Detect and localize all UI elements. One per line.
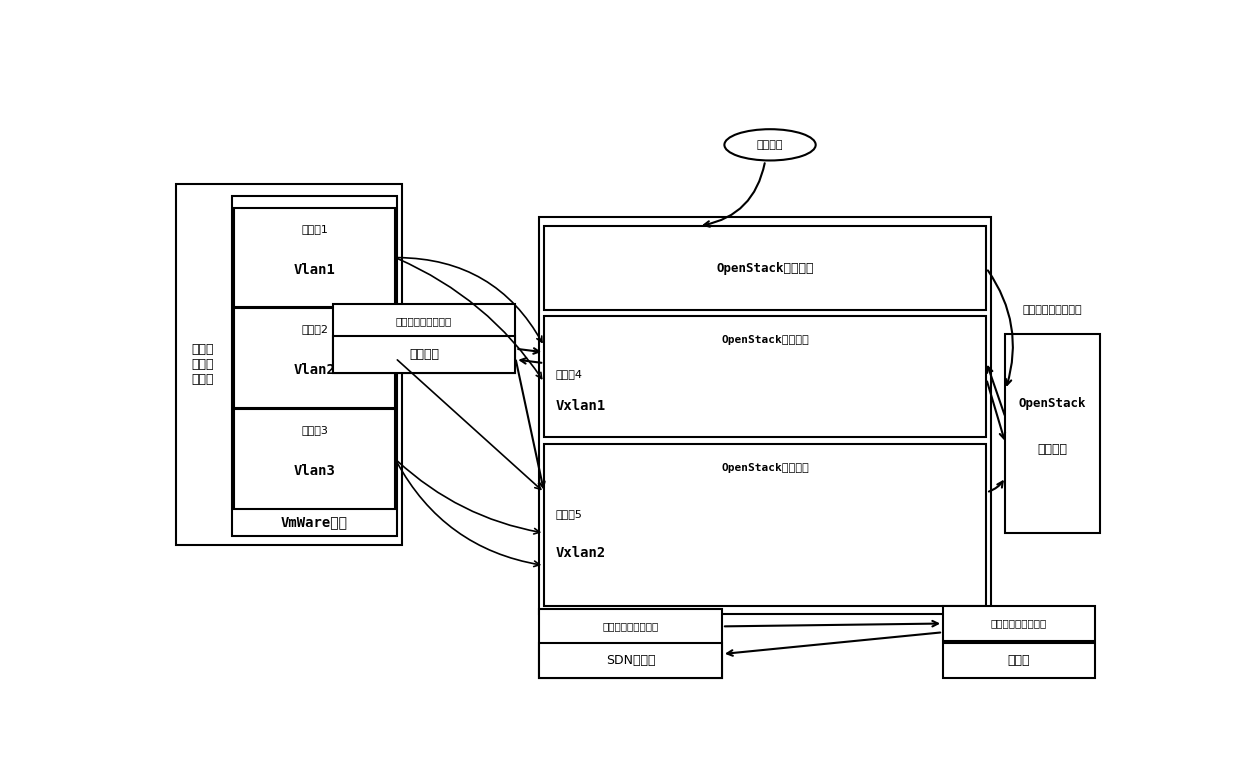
Bar [539,609,722,678]
Text: 虚拟机2: 虚拟机2 [301,324,329,334]
Text: Vlan1: Vlan1 [294,262,336,276]
Text: OpenStack网络节点: OpenStack网络节点 [717,262,813,275]
Bar [942,644,1095,678]
Text: 虚拟机4: 虚拟机4 [556,369,583,379]
Bar [176,184,402,545]
Text: 控制节点: 控制节点 [1038,443,1068,456]
Text: 物理服
务器或
虚拟机: 物理服 务器或 虚拟机 [192,343,215,386]
Text: SDN控制器: SDN控制器 [606,654,656,667]
Text: VmWare平台: VmWare平台 [281,515,348,529]
Text: 外部网络: 外部网络 [756,140,784,150]
Text: 物理服务器或虚拟机: 物理服务器或虚拟机 [991,619,1047,629]
Text: OpenStack: OpenStack [1019,398,1086,410]
Bar [1006,334,1100,533]
Bar [544,444,986,606]
Text: Vxlan2: Vxlan2 [556,545,606,559]
Text: Vlan3: Vlan3 [294,464,336,478]
Text: 物理服务器或虚拟机: 物理服务器或虚拟机 [396,316,453,326]
Text: OpenStack计算节点: OpenStack计算节点 [722,335,810,345]
Bar [539,644,722,678]
Text: 云平台: 云平台 [1008,654,1030,667]
Text: 虚拟机3: 虚拟机3 [301,426,327,436]
Text: Vlan2: Vlan2 [294,363,336,377]
Bar [544,226,986,310]
Text: 代理节点: 代理节点 [409,348,439,362]
Bar [332,336,516,373]
Bar [942,606,1095,641]
Bar [544,316,986,437]
Bar [539,217,991,614]
Bar [234,208,396,307]
Bar [332,304,516,373]
Text: Vxlan1: Vxlan1 [556,399,606,413]
Text: 物理服务器或虚拟机: 物理服务器或虚拟机 [603,621,658,631]
Bar [234,308,396,408]
Ellipse shape [724,129,816,160]
Bar [234,409,396,508]
Text: 虚拟机1: 虚拟机1 [301,224,327,234]
Bar [232,196,397,536]
Text: 物理服务器或虚拟机: 物理服务器或虚拟机 [1023,305,1083,316]
Text: 虚拟机5: 虚拟机5 [556,508,583,519]
Text: OpenStack计算节点: OpenStack计算节点 [722,463,810,473]
